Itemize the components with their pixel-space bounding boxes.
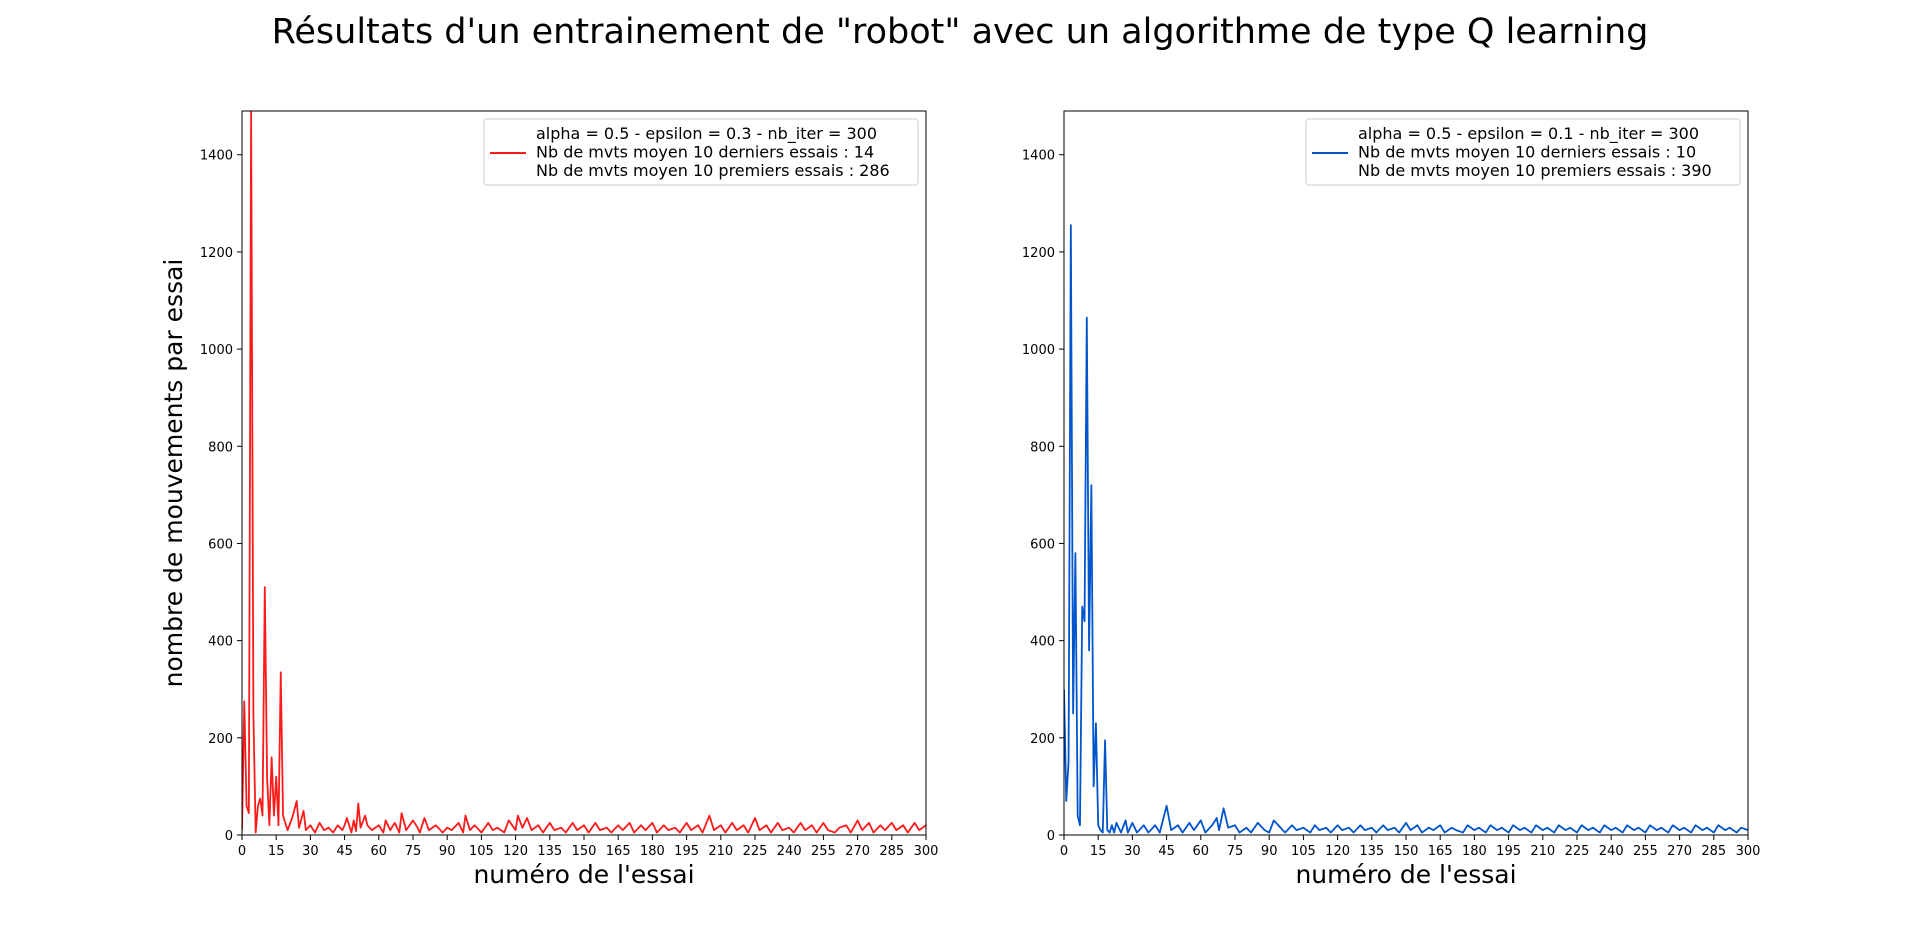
y-tick-label: 400 bbox=[1030, 635, 1055, 650]
x-tick-label: 165 bbox=[606, 844, 631, 859]
series-line-2-1 bbox=[1064, 224, 1748, 834]
x-tick-label: 135 bbox=[537, 844, 562, 859]
x-tick-label: 120 bbox=[503, 844, 528, 859]
x-tick-label: 15 bbox=[1090, 844, 1107, 859]
x-tick-label: 285 bbox=[1701, 844, 1726, 859]
x-tick-label: 270 bbox=[845, 844, 870, 859]
y-tick-label: 1000 bbox=[1022, 343, 1055, 358]
x-tick-label: 240 bbox=[1599, 844, 1624, 859]
legend-entry: Nb de mvts moyen 10 premiers essais : 28… bbox=[536, 161, 890, 180]
x-tick-label: 75 bbox=[1227, 844, 1244, 859]
x-tick-label: 180 bbox=[1462, 844, 1487, 859]
legend-entry: Nb de mvts moyen 10 derniers essais : 10 bbox=[1358, 143, 1696, 162]
legend-box bbox=[1305, 118, 1741, 186]
y-tick-label: 1400 bbox=[1022, 149, 1055, 164]
y-tick-label: 0 bbox=[225, 829, 233, 844]
x-tick-label: 45 bbox=[1158, 844, 1175, 859]
x-tick-label: 60 bbox=[1193, 844, 1210, 859]
y-tick-label: 1200 bbox=[1022, 246, 1055, 261]
y-tick-label: 1200 bbox=[200, 246, 233, 261]
series-line-1-1 bbox=[242, 111, 926, 834]
x-tick-label: 0 bbox=[1060, 844, 1068, 859]
x-tick-label: 255 bbox=[1633, 844, 1658, 859]
x-tick-label: 0 bbox=[238, 844, 246, 859]
x-tick-label: 105 bbox=[469, 844, 494, 859]
x-tick-label: 30 bbox=[302, 844, 319, 859]
legend-entry: Nb de mvts moyen 10 premiers essais : 39… bbox=[1358, 161, 1712, 180]
x-tick-label: 270 bbox=[1667, 844, 1692, 859]
x-tick-label: 210 bbox=[708, 844, 733, 859]
x-tick-label: 285 bbox=[879, 844, 904, 859]
y-tick-label: 400 bbox=[208, 635, 233, 650]
x-tick-label: 105 bbox=[1291, 844, 1316, 859]
x-tick-label: 165 bbox=[1428, 844, 1453, 859]
x-tick-label: 255 bbox=[811, 844, 836, 859]
legend: alpha = 0.5 - epsilon = 0.3 - nb_iter = … bbox=[483, 118, 919, 186]
x-tick-label: 210 bbox=[1530, 844, 1555, 859]
x-tick-label: 195 bbox=[1496, 844, 1521, 859]
x-tick-label: 45 bbox=[336, 844, 353, 859]
x-tick-label: 90 bbox=[439, 844, 456, 859]
chart-panel-2: 0 15 30 45 60 75 90 105 120 135 150 165 180 195 210 225… bbox=[1022, 110, 1761, 889]
x-tick-label: 15 bbox=[268, 844, 285, 859]
legend: alpha = 0.5 - epsilon = 0.1 - nb_iter = … bbox=[1305, 118, 1741, 186]
x-tick-label: 240 bbox=[777, 844, 802, 859]
axes-frame bbox=[241, 110, 927, 836]
x-tick-label: 225 bbox=[743, 844, 768, 859]
legend-entry: alpha = 0.5 - epsilon = 0.1 - nb_iter = … bbox=[1358, 124, 1699, 144]
x-axis-label: numéro de l'essai bbox=[1295, 860, 1516, 889]
y-tick-label: 1000 bbox=[200, 343, 233, 358]
x-tick-label: 30 bbox=[1124, 844, 1141, 859]
x-tick-label: 150 bbox=[572, 844, 597, 859]
x-tick-label: 75 bbox=[405, 844, 422, 859]
y-tick-label: 200 bbox=[208, 732, 233, 747]
y-tick-label: 0 bbox=[1047, 829, 1055, 844]
y-tick-label: 200 bbox=[1030, 732, 1055, 747]
x-axis-label: numéro de l'essai bbox=[473, 860, 694, 889]
x-tick-label: 90 bbox=[1261, 844, 1278, 859]
figure-title: Résultats d'un entrainement de "robot" a… bbox=[271, 12, 1649, 52]
y-tick-label: 800 bbox=[1030, 440, 1055, 455]
chart-panel-1: 0 15 30 45 60 75 90 105 120 135 150 165 180 195 210 225… bbox=[159, 110, 939, 889]
y-axis-label: nombre de mouvements par essai bbox=[159, 259, 188, 688]
y-tick-label: 1400 bbox=[200, 149, 233, 164]
x-tick-label: 150 bbox=[1394, 844, 1419, 859]
x-tick-label: 195 bbox=[674, 844, 699, 859]
x-tick-label: 180 bbox=[640, 844, 665, 859]
y-tick-label: 600 bbox=[1030, 537, 1055, 552]
x-tick-label: 300 bbox=[914, 844, 939, 859]
legend-box bbox=[483, 118, 919, 186]
x-tick-label: 300 bbox=[1736, 844, 1761, 859]
y-tick-label: 800 bbox=[208, 440, 233, 455]
legend-entry: Nb de mvts moyen 10 derniers essais : 14 bbox=[536, 143, 874, 162]
x-tick-label: 225 bbox=[1565, 844, 1590, 859]
y-tick-label: 600 bbox=[208, 537, 233, 552]
legend-entry: alpha = 0.5 - epsilon = 0.3 - nb_iter = … bbox=[536, 124, 877, 144]
x-tick-label: 120 bbox=[1325, 844, 1350, 859]
x-tick-label: 135 bbox=[1359, 844, 1384, 859]
x-tick-label: 60 bbox=[371, 844, 388, 859]
axes-frame bbox=[1063, 110, 1749, 836]
